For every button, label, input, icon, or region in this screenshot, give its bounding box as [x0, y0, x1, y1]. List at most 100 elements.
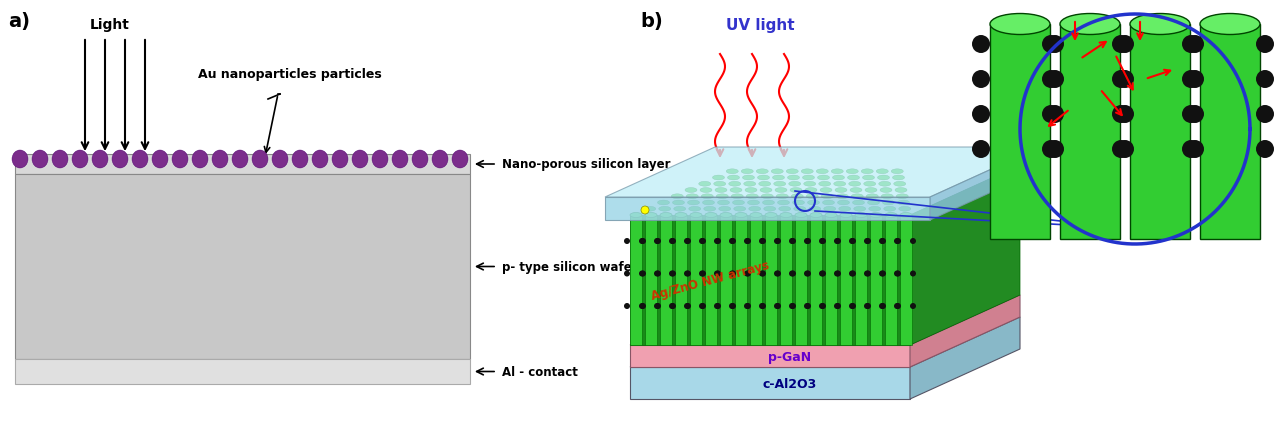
Text: b): b): [640, 12, 663, 31]
Ellipse shape: [762, 201, 774, 205]
Circle shape: [835, 271, 842, 277]
Ellipse shape: [856, 213, 867, 218]
Ellipse shape: [729, 182, 741, 187]
Circle shape: [895, 271, 901, 277]
Ellipse shape: [705, 213, 717, 218]
Circle shape: [714, 271, 720, 277]
Ellipse shape: [687, 201, 700, 205]
Circle shape: [714, 238, 720, 244]
Polygon shape: [630, 295, 1020, 345]
Ellipse shape: [761, 194, 773, 199]
Ellipse shape: [775, 188, 787, 193]
Circle shape: [880, 303, 886, 309]
Ellipse shape: [885, 213, 898, 218]
Circle shape: [760, 238, 766, 244]
Circle shape: [972, 36, 989, 54]
Ellipse shape: [854, 207, 866, 212]
Circle shape: [1182, 141, 1200, 159]
Circle shape: [700, 238, 706, 244]
Ellipse shape: [734, 213, 747, 218]
Polygon shape: [910, 317, 1020, 399]
Circle shape: [1046, 141, 1065, 159]
Bar: [780, 216, 792, 345]
Circle shape: [850, 271, 856, 277]
Circle shape: [910, 271, 915, 277]
Circle shape: [731, 303, 736, 309]
Circle shape: [849, 238, 856, 244]
Ellipse shape: [734, 213, 747, 218]
Circle shape: [639, 303, 645, 309]
Ellipse shape: [645, 213, 657, 218]
Circle shape: [1186, 71, 1204, 89]
Circle shape: [819, 271, 825, 277]
Ellipse shape: [52, 151, 68, 169]
Ellipse shape: [801, 169, 813, 174]
Ellipse shape: [989, 14, 1051, 36]
Polygon shape: [630, 317, 1020, 367]
Text: ITO: ITO: [1030, 175, 1053, 188]
Circle shape: [834, 303, 840, 309]
Circle shape: [745, 271, 750, 277]
Circle shape: [654, 271, 660, 277]
Circle shape: [669, 238, 676, 244]
Ellipse shape: [856, 213, 867, 218]
Ellipse shape: [868, 207, 881, 212]
Ellipse shape: [834, 182, 845, 187]
Ellipse shape: [746, 194, 759, 199]
Circle shape: [1116, 141, 1133, 159]
Ellipse shape: [895, 188, 907, 193]
Circle shape: [805, 271, 811, 277]
Bar: [1130, 25, 1190, 240]
Circle shape: [790, 238, 796, 244]
Ellipse shape: [453, 151, 468, 169]
Circle shape: [729, 238, 734, 244]
Ellipse shape: [713, 176, 724, 181]
Ellipse shape: [703, 201, 714, 205]
Ellipse shape: [673, 207, 686, 212]
Ellipse shape: [835, 188, 847, 193]
Ellipse shape: [715, 188, 727, 193]
Ellipse shape: [630, 213, 643, 218]
Ellipse shape: [833, 176, 844, 181]
Text: UV light: UV light: [725, 18, 794, 33]
Circle shape: [864, 271, 871, 277]
Circle shape: [731, 271, 736, 277]
Ellipse shape: [792, 194, 803, 199]
Ellipse shape: [867, 201, 880, 205]
Circle shape: [714, 303, 720, 309]
Ellipse shape: [881, 194, 894, 199]
Circle shape: [623, 271, 630, 277]
Ellipse shape: [172, 151, 187, 169]
Bar: [870, 216, 882, 345]
Bar: [705, 216, 717, 345]
Bar: [885, 216, 898, 345]
Ellipse shape: [817, 176, 830, 181]
Polygon shape: [630, 367, 910, 399]
Ellipse shape: [884, 207, 896, 212]
Circle shape: [640, 238, 646, 244]
Circle shape: [1186, 141, 1204, 159]
Circle shape: [1046, 36, 1065, 54]
Ellipse shape: [794, 207, 806, 212]
Ellipse shape: [805, 188, 817, 193]
Ellipse shape: [728, 176, 740, 181]
Ellipse shape: [252, 151, 268, 169]
Ellipse shape: [742, 176, 755, 181]
Circle shape: [654, 238, 660, 244]
Ellipse shape: [839, 207, 850, 212]
Polygon shape: [929, 148, 1040, 220]
Polygon shape: [606, 197, 929, 220]
Ellipse shape: [820, 188, 833, 193]
Circle shape: [835, 238, 842, 244]
Circle shape: [745, 238, 750, 244]
Circle shape: [1042, 71, 1060, 89]
Ellipse shape: [816, 169, 829, 174]
Circle shape: [639, 238, 645, 244]
Circle shape: [669, 303, 674, 309]
Circle shape: [819, 303, 825, 309]
Ellipse shape: [896, 194, 908, 199]
Ellipse shape: [870, 213, 882, 218]
Ellipse shape: [793, 201, 805, 205]
Ellipse shape: [658, 201, 669, 205]
Circle shape: [641, 207, 649, 214]
